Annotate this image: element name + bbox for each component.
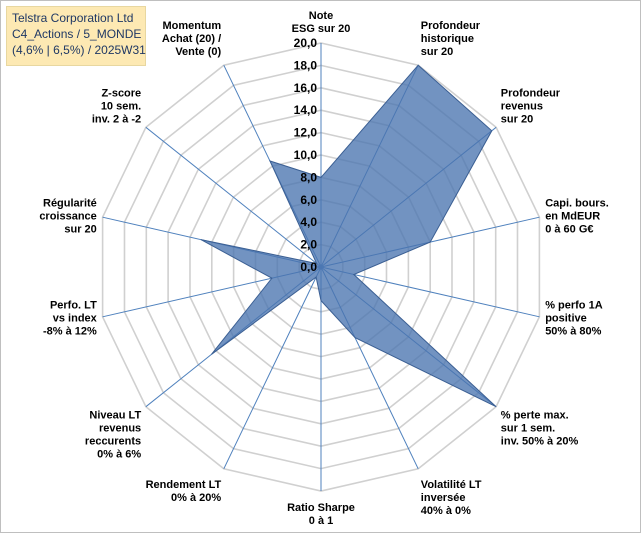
tick-label: 6,0 bbox=[300, 193, 317, 207]
axis-label-line: 0% à 6% bbox=[97, 448, 141, 460]
axis-label-line: revenus bbox=[501, 101, 543, 113]
axis-label-line: reccurents bbox=[85, 435, 141, 447]
tick-label: 20,0 bbox=[294, 36, 318, 50]
axis-spoke bbox=[145, 126, 322, 268]
axis-label-line: % perte max. bbox=[501, 409, 569, 421]
axis-label: Note ESG sur 20 bbox=[292, 10, 351, 35]
tick-label: 0,0 bbox=[300, 260, 317, 274]
tick-label: 18,0 bbox=[294, 58, 318, 72]
axis-spoke bbox=[320, 266, 540, 318]
axis-label-line: Profondeur bbox=[501, 88, 561, 100]
axis-label-line: vs index bbox=[53, 313, 98, 325]
axis-label-line: revenus bbox=[99, 422, 141, 434]
axis-label-line: Momentum bbox=[163, 20, 222, 32]
axis-label-line: 0 à 60 G€ bbox=[545, 223, 593, 235]
chart-title-company: Telstra Corporation Ltd bbox=[12, 11, 134, 25]
axis-label: % perfo 1A positive 50% à 80% bbox=[545, 300, 603, 338]
axis-label-line: sur 1 sem. bbox=[501, 422, 555, 434]
axis-label-line: 50% à 80% bbox=[545, 326, 601, 338]
axis-label-line: Volatilité LT bbox=[421, 479, 482, 491]
axis-label-line: croissance bbox=[39, 210, 96, 222]
axis-label: Z-score 10 sem. inv. 2 à -2 bbox=[92, 88, 141, 126]
tick-label: 10,0 bbox=[294, 148, 318, 162]
axis-label-line: Z-score bbox=[101, 88, 141, 100]
axis-label-line: sur 20 bbox=[501, 114, 533, 126]
tick-label: 8,0 bbox=[300, 170, 317, 184]
axis-label-line: Note bbox=[309, 10, 333, 22]
tick-label: 4,0 bbox=[300, 215, 317, 229]
chart-title-period: (4,6% | 6,5%) / 2025W31 bbox=[12, 43, 146, 57]
axis-label-line: Rendement LT bbox=[146, 479, 222, 491]
axis-label-line: inv. 2 à -2 bbox=[92, 114, 141, 126]
chart-title-universe: C4_Actions / 5_MONDE bbox=[12, 27, 142, 41]
axis-label-line: Vente (0) bbox=[175, 46, 221, 58]
axis-label-line: 0% à 20% bbox=[171, 492, 221, 504]
tick-label: 12,0 bbox=[294, 126, 318, 140]
axis-label-line: Capi. bours. bbox=[545, 197, 609, 209]
tick-label: 16,0 bbox=[294, 81, 318, 95]
axis-label: Ratio Sharpe 0 à 1 bbox=[287, 502, 355, 527]
axis-label-line: 10 sem. bbox=[101, 101, 141, 113]
axis-label-line: positive bbox=[545, 313, 587, 325]
axis-label-line: -8% à 12% bbox=[43, 326, 97, 338]
axis-label-line: Perfo. LT bbox=[50, 300, 97, 312]
axis-label-line: Ratio Sharpe bbox=[287, 502, 355, 514]
tick-label: 14,0 bbox=[294, 103, 318, 117]
axis-label-line: en MdEUR bbox=[545, 210, 600, 222]
axis-spoke bbox=[223, 266, 322, 470]
axis-label: Profondeur revenus sur 20 bbox=[501, 88, 561, 126]
axis-label: Niveau LT revenus reccurents 0% à 6% bbox=[85, 409, 142, 460]
axis-label: Régularité croissance sur 20 bbox=[39, 197, 96, 235]
axis-label: Momentum Achat (20) / Vente (0) bbox=[162, 20, 222, 58]
axis-label: Profondeur historique sur 20 bbox=[421, 20, 481, 58]
axis-label-line: Régularité bbox=[43, 197, 97, 209]
tick-label: 2,0 bbox=[300, 238, 317, 252]
axis-label-line: inversée bbox=[421, 492, 466, 504]
axis-label: Capi. bours. en MdEUR 0 à 60 G€ bbox=[545, 197, 609, 235]
axis-label-line: historique bbox=[421, 33, 474, 45]
radar-series bbox=[200, 64, 497, 408]
axis-label-line: Achat (20) / bbox=[162, 33, 221, 45]
axis-label-line: Niveau LT bbox=[89, 409, 141, 421]
radar-axis-labels: Note ESG sur 20 Profondeur historique sur 20… bbox=[39, 10, 608, 527]
radar-tick-labels: 0,0 2,0 4,0 6,0 8,0 10,0 12,0 14,0 16,0 18,0 20,0 bbox=[294, 36, 318, 274]
axis-label: Rendement LT 0% à 20% bbox=[146, 479, 222, 504]
axis-label: Perfo. LT vs index -8% à 12% bbox=[43, 300, 98, 338]
series-area bbox=[200, 64, 497, 408]
axis-label-line: % perfo 1A bbox=[545, 300, 603, 312]
axis-label-line: 40% à 0% bbox=[421, 505, 471, 517]
axis-label-line: 0 à 1 bbox=[309, 515, 333, 527]
axis-label-line: inv. 50% à 20% bbox=[501, 435, 579, 447]
axis-label-line: ESG sur 20 bbox=[292, 23, 351, 35]
axis-label-line: sur 20 bbox=[421, 46, 453, 58]
axis-label: Volatilité LT inversée 40% à 0% bbox=[421, 479, 482, 517]
chart-title-box: Telstra Corporation Ltd C4_Actions / 5_M… bbox=[6, 6, 146, 66]
axis-label: % perte max. sur 1 sem. inv. 50% à 20% bbox=[501, 409, 579, 447]
axis-label-line: sur 20 bbox=[64, 223, 96, 235]
axis-label-line: Profondeur bbox=[421, 20, 481, 32]
